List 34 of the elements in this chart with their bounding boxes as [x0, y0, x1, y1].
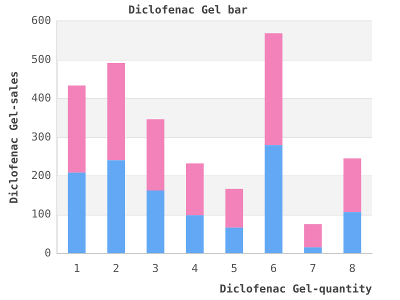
- bar: [225, 228, 244, 254]
- y-axis-title: Diclofenac Gel-sales: [7, 71, 20, 204]
- x-tick-label: 3: [152, 262, 159, 276]
- y-tick-label: 400: [31, 92, 52, 105]
- x-tick-label: 2: [112, 262, 120, 276]
- x-tick-label: 8: [349, 262, 356, 276]
- bar: [68, 86, 86, 173]
- bar: [107, 63, 125, 160]
- y-tick-label: 600: [31, 14, 52, 28]
- y-tick-label: 0: [44, 246, 52, 260]
- bar: [146, 119, 164, 190]
- bar: [107, 160, 125, 254]
- x-tick-label: 6: [270, 262, 277, 276]
- bar: [186, 215, 204, 254]
- bar: [264, 33, 282, 146]
- y-tick-label: 500: [31, 52, 52, 66]
- bar: [146, 190, 164, 254]
- bar: [68, 172, 86, 254]
- y-tick-label: 300: [31, 130, 52, 144]
- bar: [186, 163, 204, 216]
- bar: [343, 158, 362, 212]
- bar: [343, 212, 362, 254]
- x-tick-label: 4: [192, 262, 199, 276]
- chart-title: Diclofenac Gel bar: [128, 3, 248, 16]
- bar: [304, 247, 322, 254]
- x-tick-label: 7: [310, 262, 316, 276]
- bar: [304, 224, 322, 248]
- y-tick-label: 200: [31, 168, 52, 182]
- x-tick-label: 5: [230, 262, 238, 276]
- bar: [264, 145, 282, 254]
- y-tick-label: 100: [31, 208, 52, 221]
- bar: [225, 188, 244, 228]
- x-tick-label: 1: [73, 262, 80, 276]
- x-axis-title: Diclofenac Gel-quantity: [220, 282, 372, 296]
